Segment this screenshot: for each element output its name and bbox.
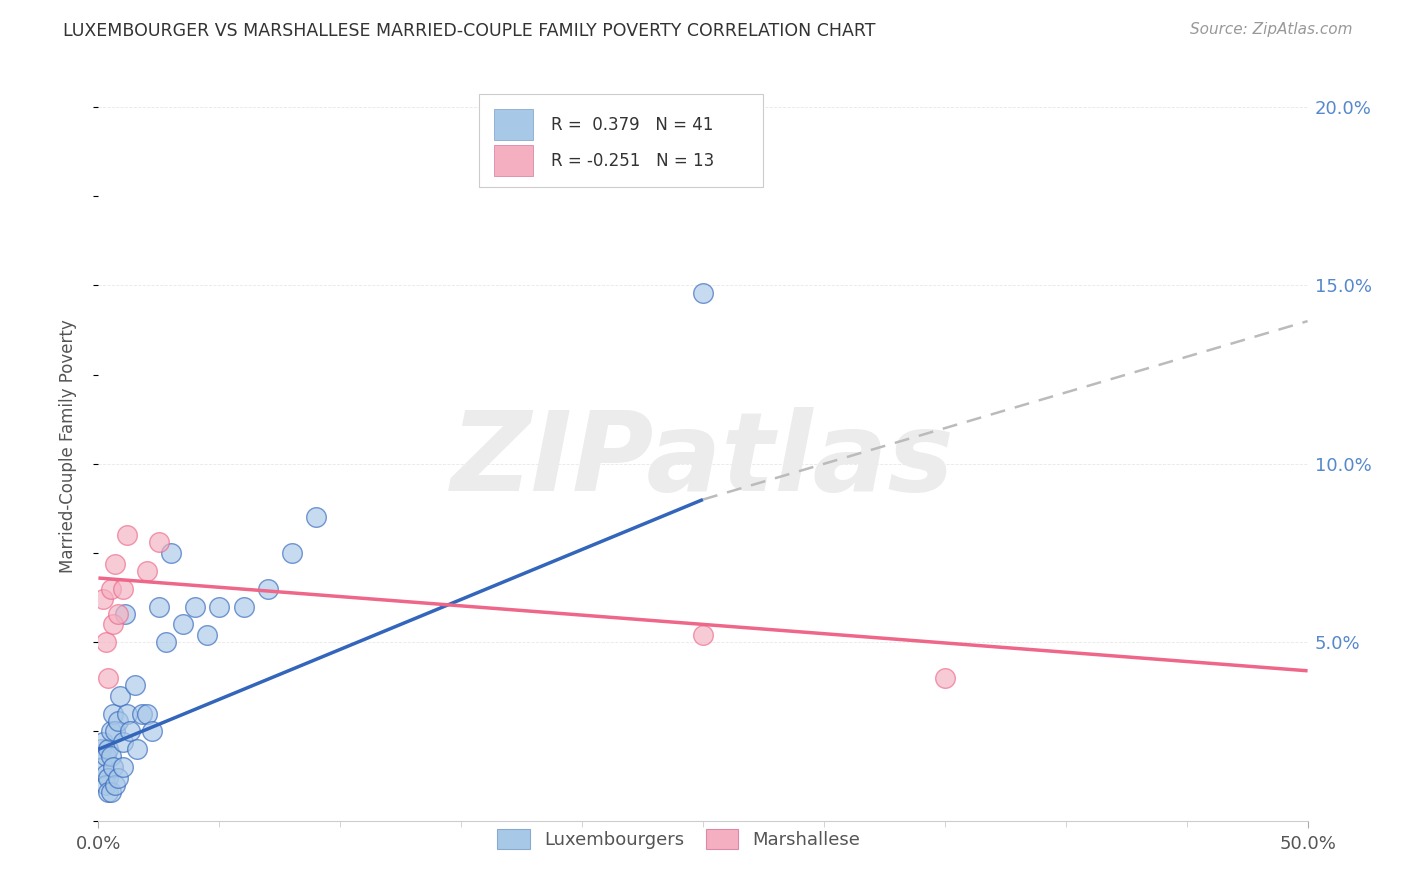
Point — [281, 546, 304, 560]
Point — [172, 617, 194, 632]
Point — [232, 599, 254, 614]
Point — [111, 735, 134, 749]
Point — [148, 599, 170, 614]
Point — [101, 760, 124, 774]
Text: R = -0.251   N = 13: R = -0.251 N = 13 — [551, 152, 714, 169]
Point — [94, 635, 117, 649]
Text: ZIPatlas: ZIPatlas — [451, 408, 955, 515]
Text: LUXEMBOURGER VS MARSHALLESE MARRIED-COUPLE FAMILY POVERTY CORRELATION CHART: LUXEMBOURGER VS MARSHALLESE MARRIED-COUP… — [63, 22, 876, 40]
Point — [305, 510, 328, 524]
Point — [97, 771, 120, 785]
Point — [107, 714, 129, 728]
Point — [127, 742, 149, 756]
Point — [692, 628, 714, 642]
FancyBboxPatch shape — [479, 94, 763, 187]
Point — [692, 285, 714, 300]
Point — [90, 742, 112, 756]
Point — [148, 535, 170, 549]
FancyBboxPatch shape — [494, 109, 533, 140]
Point — [91, 735, 114, 749]
Point — [256, 582, 278, 596]
Point — [100, 749, 122, 764]
Point — [111, 760, 134, 774]
Point — [91, 760, 114, 774]
Point — [141, 724, 163, 739]
Point — [91, 592, 114, 607]
Point — [100, 582, 122, 596]
Point — [208, 599, 231, 614]
Point — [131, 706, 153, 721]
Point — [94, 767, 117, 781]
Point — [124, 678, 146, 692]
Text: R =  0.379   N = 41: R = 0.379 N = 41 — [551, 116, 713, 134]
Point — [135, 706, 157, 721]
Point — [117, 528, 139, 542]
Point — [117, 706, 139, 721]
Point — [104, 557, 127, 571]
Point — [155, 635, 177, 649]
Point — [118, 724, 141, 739]
Point — [97, 671, 120, 685]
Point — [97, 742, 120, 756]
Point — [104, 778, 127, 792]
Point — [94, 778, 117, 792]
Point — [195, 628, 218, 642]
Point — [184, 599, 207, 614]
Point — [101, 617, 124, 632]
Point — [114, 607, 136, 621]
FancyBboxPatch shape — [494, 145, 533, 177]
Point — [107, 607, 129, 621]
Y-axis label: Married-Couple Family Poverty: Married-Couple Family Poverty — [59, 319, 77, 573]
Point — [100, 785, 122, 799]
Point — [101, 706, 124, 721]
Point — [934, 671, 956, 685]
Point — [160, 546, 183, 560]
Point — [94, 749, 117, 764]
Point — [108, 689, 131, 703]
Legend: Luxembourgers, Marshallese: Luxembourgers, Marshallese — [489, 822, 868, 856]
Point — [111, 582, 134, 596]
Point — [107, 771, 129, 785]
Point — [100, 724, 122, 739]
Point — [104, 724, 127, 739]
Point — [97, 785, 120, 799]
Text: Source: ZipAtlas.com: Source: ZipAtlas.com — [1189, 22, 1353, 37]
Point — [135, 564, 157, 578]
